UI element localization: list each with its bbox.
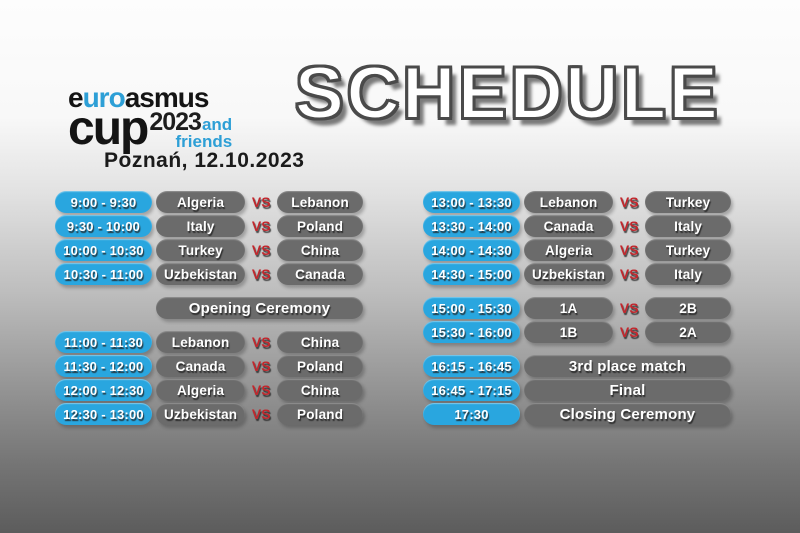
- vs-label: VS: [619, 324, 639, 340]
- logo-cup: cup: [68, 102, 149, 155]
- schedule-row: 11:00 - 11:30 Lebanon VS China: [55, 331, 363, 353]
- page-title: SCHEDULE: [294, 52, 721, 135]
- time-pill: 15:00 - 15:30: [423, 297, 520, 319]
- event-pill: Final: [524, 379, 731, 401]
- team-pill-away: Poland: [277, 403, 363, 425]
- vs-label: VS: [251, 218, 271, 234]
- time-pill: 9:30 - 10:00: [55, 215, 152, 237]
- time-pill: 11:00 - 11:30: [55, 331, 152, 353]
- schedule-row: 11:30 - 12:00 Canada VS Poland: [55, 355, 363, 377]
- vs-label: VS: [251, 406, 271, 422]
- schedule-row: 15:00 - 15:30 1A VS 2B: [423, 297, 731, 319]
- event-pill: Opening Ceremony: [156, 297, 363, 319]
- schedule-row: 10:00 - 10:30 Turkey VS China: [55, 239, 363, 261]
- ceremony-row: Opening Ceremony: [55, 297, 363, 319]
- schedule-row: 13:30 - 14:00 Canada VS Italy: [423, 215, 731, 237]
- team-pill-away: Poland: [277, 215, 363, 237]
- time-pill: 16:45 - 17:15: [423, 379, 520, 401]
- team-pill-away: Italy: [645, 263, 731, 285]
- team-pill-away: Turkey: [645, 191, 731, 213]
- event-pill: 3rd place match: [524, 355, 731, 377]
- vs-label: VS: [619, 194, 639, 210]
- location-date: Poznań, 12.10.2023: [104, 149, 305, 172]
- schedule-row: 12:00 - 12:30 Algeria VS China: [55, 379, 363, 401]
- time-pill: 17:30: [423, 403, 520, 425]
- ceremony-row: 16:15 - 16:45 3rd place match: [423, 355, 731, 377]
- team-pill-away: Turkey: [645, 239, 731, 261]
- time-pill: 10:30 - 11:00: [55, 263, 152, 285]
- schedule-row: 9:30 - 10:00 Italy VS Poland: [55, 215, 363, 237]
- team-pill-home: Lebanon: [524, 191, 614, 213]
- team-pill-home: Canada: [524, 215, 614, 237]
- vs-label: VS: [251, 382, 271, 398]
- team-pill-away: 2B: [645, 297, 731, 319]
- time-pill: 16:15 - 16:45: [423, 355, 520, 377]
- team-pill-home: 1A: [524, 297, 614, 319]
- team-pill-away: Canada: [277, 263, 363, 285]
- schedule-row: 12:30 - 13:00 Uzbekistan VS Poland: [55, 403, 363, 425]
- logo-friends: friends: [175, 132, 233, 151]
- ceremony-row: 16:45 - 17:15 Final: [423, 379, 731, 401]
- time-pill: 12:30 - 13:00: [55, 403, 152, 425]
- ceremony-row: 17:30 Closing Ceremony: [423, 403, 731, 425]
- team-pill-home: Lebanon: [156, 331, 246, 353]
- vs-label: VS: [251, 242, 271, 258]
- team-pill-home: Algeria: [156, 379, 246, 401]
- team-pill-home: 1B: [524, 321, 614, 343]
- team-pill-home: Italy: [156, 215, 246, 237]
- time-pill: 13:30 - 14:00: [423, 215, 520, 237]
- team-pill-home: Canada: [156, 355, 246, 377]
- schedule-row: 14:30 - 15:00 Uzbekistan VS Italy: [423, 263, 731, 285]
- event-pill: Closing Ceremony: [524, 403, 731, 425]
- logo-year: 2023: [149, 108, 202, 136]
- schedule-row: 15:30 - 16:00 1B VS 2A: [423, 321, 731, 343]
- time-pill: 15:30 - 16:00: [423, 321, 520, 343]
- time-pill: 12:00 - 12:30: [55, 379, 152, 401]
- logo-uro: uro: [82, 82, 126, 113]
- vs-label: VS: [251, 358, 271, 374]
- team-pill-home: Uzbekistan: [524, 263, 614, 285]
- time-pill: 14:00 - 14:30: [423, 239, 520, 261]
- team-pill-home: Turkey: [156, 239, 246, 261]
- team-pill-home: Algeria: [156, 191, 246, 213]
- time-pill: 13:00 - 13:30: [423, 191, 520, 213]
- team-pill-away: Italy: [645, 215, 731, 237]
- team-pill-home: Uzbekistan: [156, 403, 246, 425]
- vs-label: VS: [619, 300, 639, 316]
- logo-wordmark: euroasmus: [68, 84, 232, 112]
- team-pill-away: China: [277, 379, 363, 401]
- vs-label: VS: [251, 194, 271, 210]
- time-pill: 11:30 - 12:00: [55, 355, 152, 377]
- schedule-row: 10:30 - 11:00 Uzbekistan VS Canada: [55, 263, 363, 285]
- vs-label: VS: [619, 242, 639, 258]
- schedule-row: 9:00 - 9:30 Algeria VS Lebanon: [55, 191, 363, 213]
- time-pill: 14:30 - 15:00: [423, 263, 520, 285]
- team-pill-away: Lebanon: [277, 191, 363, 213]
- team-pill-home: Uzbekistan: [156, 263, 246, 285]
- time-pill: 10:00 - 10:30: [55, 239, 152, 261]
- vs-label: VS: [251, 334, 271, 350]
- schedule-row: 14:00 - 14:30 Algeria VS Turkey: [423, 239, 731, 261]
- team-pill-away: 2A: [645, 321, 731, 343]
- logo-asmus: asmus: [124, 82, 210, 113]
- team-pill-away: China: [277, 331, 363, 353]
- logo-e: e: [68, 82, 84, 113]
- event-logo: euroasmus cup 2023 and friends: [68, 84, 233, 155]
- vs-label: VS: [619, 218, 639, 234]
- schedule-row: 13:00 - 13:30 Lebanon VS Turkey: [423, 191, 731, 213]
- schedule-column-right: 13:00 - 13:30 Lebanon VS Turkey 13:30 - …: [423, 191, 731, 427]
- schedule-column-left: 9:00 - 9:30 Algeria VS Lebanon 9:30 - 10…: [55, 191, 363, 427]
- team-pill-away: China: [277, 239, 363, 261]
- vs-label: VS: [251, 266, 271, 282]
- team-pill-home: Algeria: [524, 239, 614, 261]
- time-pill: 9:00 - 9:30: [55, 191, 152, 213]
- logo-and: and: [201, 115, 233, 134]
- vs-label: VS: [619, 266, 639, 282]
- team-pill-away: Poland: [277, 355, 363, 377]
